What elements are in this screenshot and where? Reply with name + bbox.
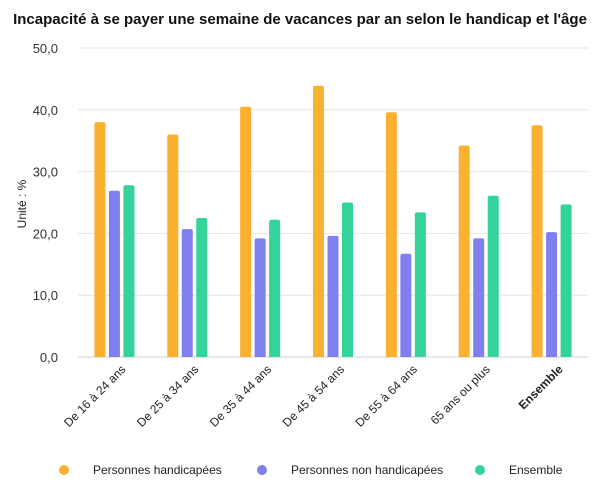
- chart-title: Incapacité à se payer une semaine de vac…: [13, 11, 587, 28]
- x-category-label: De 55 à 64 ans: [353, 362, 420, 429]
- bar-ensemble: [342, 202, 353, 357]
- legend-label: Personnes non handicapées: [291, 463, 443, 477]
- bar-handicapees: [240, 106, 252, 358]
- y-tick-label: 50,0: [33, 41, 58, 56]
- bar-ensemble: [414, 212, 426, 357]
- y-tick-label: 20,0: [33, 226, 58, 241]
- bar-handicapees: [167, 134, 179, 357]
- bar-handicapees: [313, 85, 324, 357]
- x-category-label: De 45 à 54 ans: [280, 362, 347, 429]
- bar-non-handicapees: [108, 190, 120, 357]
- y-axis-label: Unité : %: [15, 179, 29, 228]
- legend-marker: [257, 465, 267, 475]
- bar-handicapees: [458, 145, 470, 357]
- legend[interactable]: Personnes handicapées Personnes non handi…: [59, 463, 563, 477]
- x-axis-category-labels: De 16 à 24 ans De 25 à 34 ans De 35 à 44 a…: [61, 362, 566, 430]
- y-axis-ticks: 0,0 10,0 20,0 30,0 40,0 50,0: [33, 41, 58, 365]
- bar-non-handicapees: [181, 229, 193, 357]
- x-category-label: 65 ans ou plus: [428, 362, 493, 427]
- bar-ensemble: [196, 217, 208, 357]
- bar-handicapees: [531, 125, 543, 357]
- y-tick-label: 40,0: [33, 103, 58, 118]
- bar-ensemble: [560, 204, 572, 357]
- y-tick-label: 30,0: [33, 165, 58, 180]
- bars: [94, 85, 572, 358]
- legend-item[interactable]: Personnes non handicapées: [257, 463, 443, 477]
- legend-label: Ensemble: [509, 463, 563, 477]
- x-category-label: De 25 à 34 ans: [134, 362, 201, 429]
- legend-label: Personnes handicapées: [93, 463, 222, 477]
- bar-ensemble: [269, 219, 281, 357]
- bar-non-handicapees: [327, 235, 339, 357]
- legend-marker: [59, 465, 69, 475]
- y-tick-label: 10,0: [33, 288, 58, 303]
- bar-non-handicapees: [254, 238, 266, 357]
- y-tick-label: 0,0: [40, 350, 58, 365]
- grid-lines: [78, 47, 588, 358]
- bar-ensemble: [123, 185, 135, 357]
- legend-marker: [475, 465, 485, 475]
- bar-ensemble: [487, 195, 499, 357]
- bar-handicapees: [94, 122, 106, 357]
- x-category-label: De 16 à 24 ans: [61, 362, 128, 429]
- legend-item[interactable]: Personnes handicapées: [59, 463, 222, 477]
- x-category-label: Ensemble: [516, 362, 566, 412]
- bar-non-handicapees: [473, 238, 485, 357]
- bar-non-handicapees: [546, 232, 558, 357]
- bar-handicapees: [385, 112, 397, 357]
- legend-item[interactable]: Ensemble: [475, 463, 563, 477]
- x-category-label: De 35 à 44 ans: [207, 362, 274, 429]
- bar-non-handicapees: [400, 253, 412, 357]
